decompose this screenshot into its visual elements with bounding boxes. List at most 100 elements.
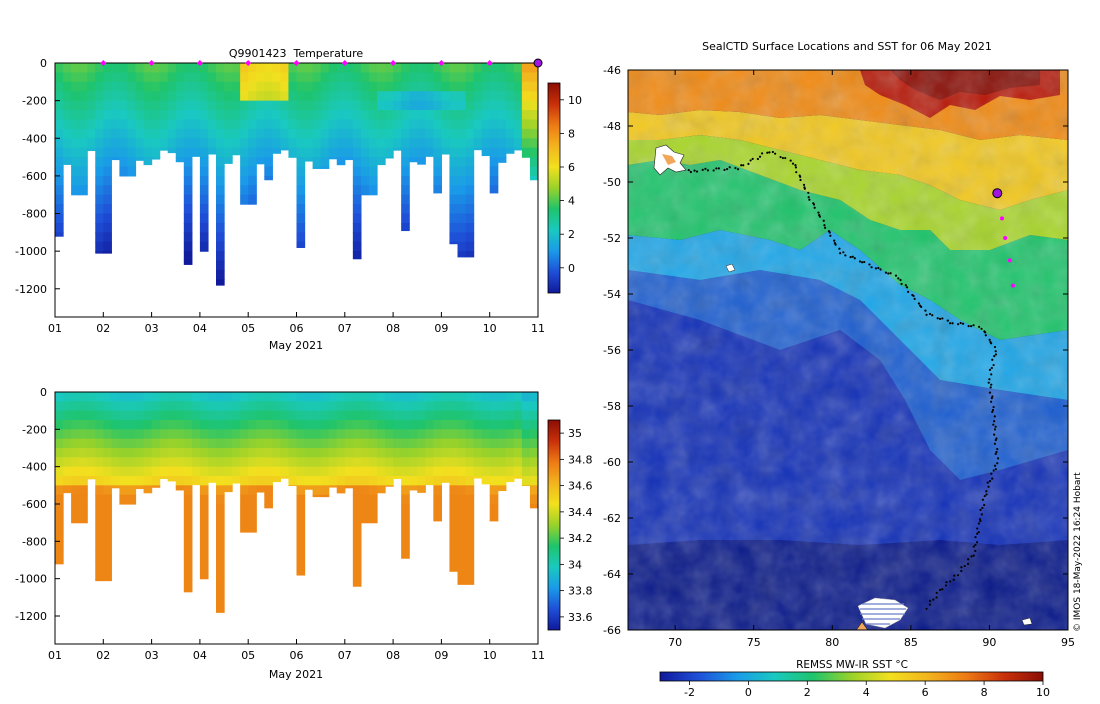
profile-cell [143, 63, 153, 74]
profile-cell [240, 429, 249, 440]
salinity-colorbar [547, 419, 561, 631]
profile-cell [465, 185, 475, 196]
profile-cell [256, 392, 265, 402]
profile-cell [481, 147, 491, 157]
profile-cell [352, 448, 362, 458]
profile-cell [352, 157, 362, 168]
profile-cell [465, 420, 475, 430]
y-tick-label: -400 [22, 132, 47, 145]
profile-cell [473, 63, 483, 74]
profile-cell [393, 457, 402, 468]
profile-cell [191, 81, 201, 92]
profile-cell [457, 241, 467, 252]
profile-cell [175, 485, 185, 491]
profile-cell [473, 128, 483, 139]
profile-cell [489, 485, 499, 496]
profile-cell [71, 392, 80, 402]
profile-cell [71, 513, 80, 524]
profile-cell [111, 157, 120, 161]
profile-cell [95, 578, 104, 582]
profile-cell [71, 110, 80, 121]
profile-cell [240, 91, 249, 102]
profile-cell [87, 91, 96, 102]
profile-cell [489, 438, 499, 449]
profile-cell [529, 494, 538, 505]
profile-cell [336, 392, 346, 402]
profile-cell [199, 194, 209, 205]
profile-cell [135, 72, 145, 83]
profile-cell [55, 110, 64, 121]
profile-cell [385, 119, 394, 130]
profile-cell [497, 448, 507, 458]
profile-cell [183, 392, 193, 402]
profile-cell [352, 494, 362, 505]
track-point [818, 214, 821, 217]
track-point [928, 312, 932, 316]
x-tick-label: 05 [241, 649, 255, 662]
profile-cell [95, 522, 104, 533]
profile-cell [441, 91, 451, 102]
profile-cell [95, 513, 104, 524]
profile-cell [288, 110, 298, 121]
profile-cell [248, 466, 257, 477]
profile-cell [103, 522, 112, 533]
profile-cell [55, 100, 64, 111]
track-point [946, 319, 949, 322]
profile-cell [489, 110, 499, 121]
profile-cell [63, 401, 72, 412]
profile-cell [360, 175, 370, 186]
profile-cell [352, 504, 362, 514]
profile-cell [304, 448, 314, 458]
profile-cell [433, 466, 442, 477]
profile-cell [465, 429, 475, 440]
profile-cell [216, 260, 225, 271]
profile-cell [71, 138, 80, 149]
sst-colorbar-tick-label: -2 [684, 686, 695, 699]
salinity-y-ticks: 0-200-400-600-800-1000-1200 [15, 386, 60, 623]
profile-cell [103, 569, 112, 580]
profile-cell [248, 100, 257, 111]
profile-cell [272, 438, 281, 449]
profile-cell [368, 401, 378, 412]
profile-cell [143, 119, 153, 130]
profile-cell [240, 110, 249, 121]
profile-cell [183, 588, 193, 593]
track-point [858, 260, 862, 263]
profile-cell [417, 91, 426, 102]
profile-cell [151, 485, 161, 488]
profile-cell [296, 157, 306, 168]
profile-cell [55, 457, 64, 468]
profile-cell [368, 100, 378, 111]
profile-cell [135, 110, 145, 121]
profile-cell [256, 72, 265, 83]
profile-cell [216, 147, 225, 158]
track-point [726, 167, 729, 171]
profile-cell [393, 138, 402, 149]
profile-cell [401, 513, 410, 524]
profile-cell [385, 147, 394, 158]
profile-cell [103, 578, 112, 582]
profile-cell [199, 401, 209, 412]
profile-cell [409, 420, 418, 430]
profile-cell [296, 100, 306, 111]
profile-cell [183, 410, 193, 421]
profile-cell [433, 476, 442, 486]
track-point [728, 166, 731, 169]
profile-cell [159, 420, 169, 430]
temperature-xlabel: May 2021 [269, 339, 323, 352]
profile-cell [216, 401, 225, 412]
profile-cell [272, 110, 281, 121]
profile-cell [489, 410, 499, 421]
profile-cell [328, 138, 338, 149]
profile-cell [304, 72, 314, 83]
profile-cell [312, 457, 322, 468]
profile-cell [377, 128, 386, 139]
profile-cell [224, 466, 233, 477]
track-point [986, 481, 989, 484]
profile-cell [183, 560, 193, 570]
profile-cell [465, 222, 475, 233]
profile-cell [344, 420, 354, 430]
track-point [784, 156, 787, 160]
profile-cell [240, 147, 249, 158]
profile-cell [216, 157, 225, 168]
